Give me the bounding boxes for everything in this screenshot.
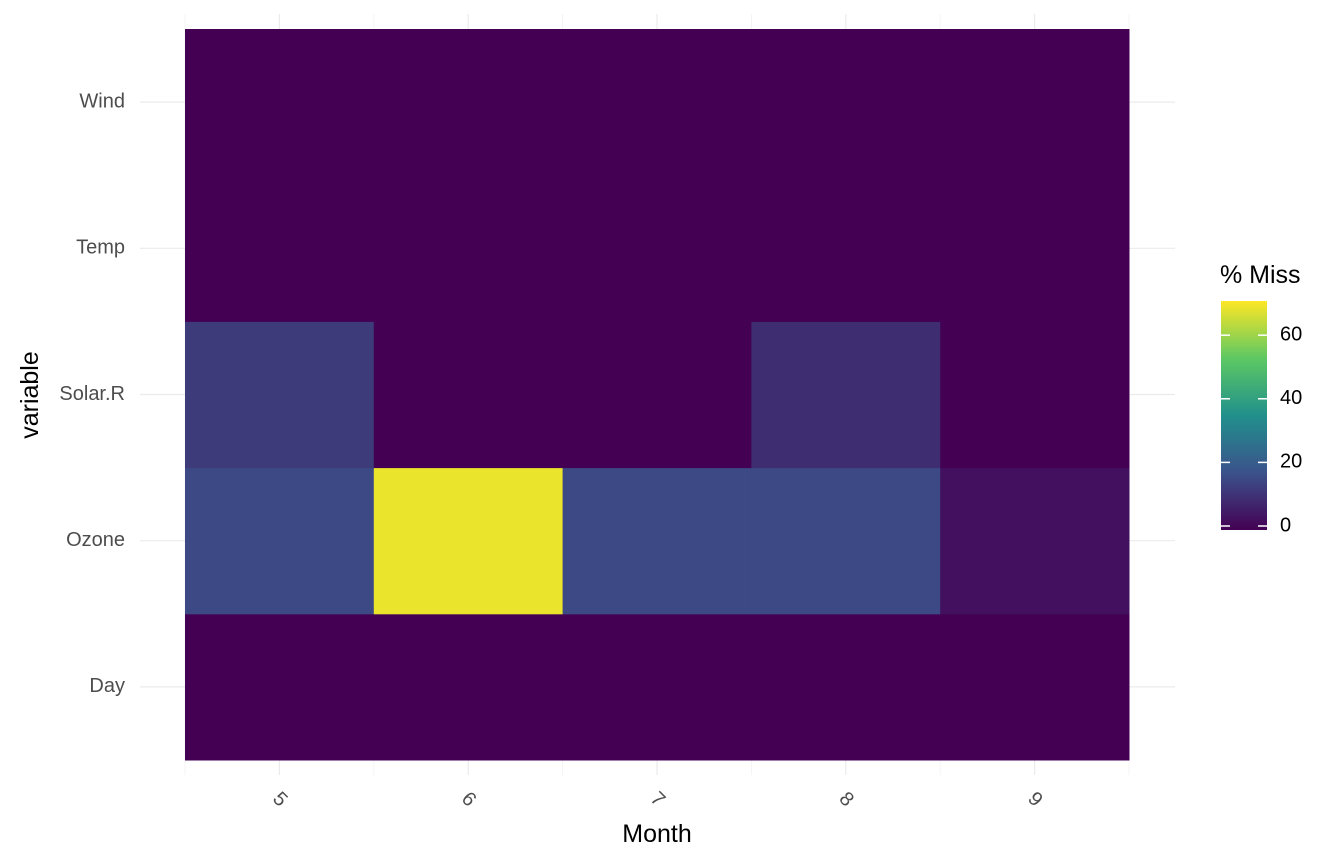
legend-title: % Miss [1220,261,1301,289]
heatmap-cell [562,467,752,615]
heatmap-cell [751,321,941,469]
x-axis-title: Month [622,820,691,848]
heatmap-cell [373,321,564,469]
heatmap-cell [373,175,564,322]
x-tick-label: 5 [268,788,291,811]
legend-tick-label: 0 [1280,514,1291,536]
y-axis-ticks: Day Ozone Solar.R Temp Wind [59,90,125,697]
legend-ticks: 0 20 40 60 [1221,323,1302,536]
heatmap-cell [373,613,564,761]
heatmap-cell [940,321,1130,469]
y-axis-title: variable [16,351,44,439]
x-tick-label: 9 [1023,788,1046,811]
heatmap-cell [940,29,1130,176]
heatmap-cell [562,321,752,469]
y-tick-label: Wind [79,90,125,112]
x-tick-label: 6 [457,788,480,811]
y-tick-label: Temp [76,237,125,259]
heatmap-cell [940,613,1130,761]
heatmap-cell [562,29,752,176]
heatmap-cells [185,29,1130,761]
x-axis-ticks: 5 6 7 8 9 [268,788,1047,811]
heatmap-cell [373,467,564,615]
y-tick-label: Day [89,675,125,697]
heatmap-cell [373,29,564,176]
heatmap-cell [751,467,941,615]
heatmap-cell [562,613,752,761]
x-tick-label: 7 [646,788,669,811]
legend-tick-label: 40 [1280,387,1302,409]
heatmap-cell [185,613,375,761]
heatmap-cell [185,467,375,615]
heatmap-cell [751,175,941,322]
heatmap-cell [185,29,375,176]
heatmap-cell [751,29,941,176]
heatmap-cell [185,175,375,322]
legend-tick-label: 60 [1280,323,1302,345]
heatmap-cell [751,613,941,761]
heatmap-cell [562,175,752,322]
heatmap-cell [940,175,1130,322]
legend-tick-label: 20 [1280,451,1302,473]
y-tick-label: Solar.R [59,383,125,405]
x-tick-label: 8 [835,788,858,811]
color-legend: % Miss 0 20 40 60 [1220,261,1302,536]
heatmap-cell [940,467,1130,615]
heatmap-cell [185,321,375,469]
y-tick-label: Ozone [66,529,125,551]
legend-colorbar [1221,301,1267,530]
